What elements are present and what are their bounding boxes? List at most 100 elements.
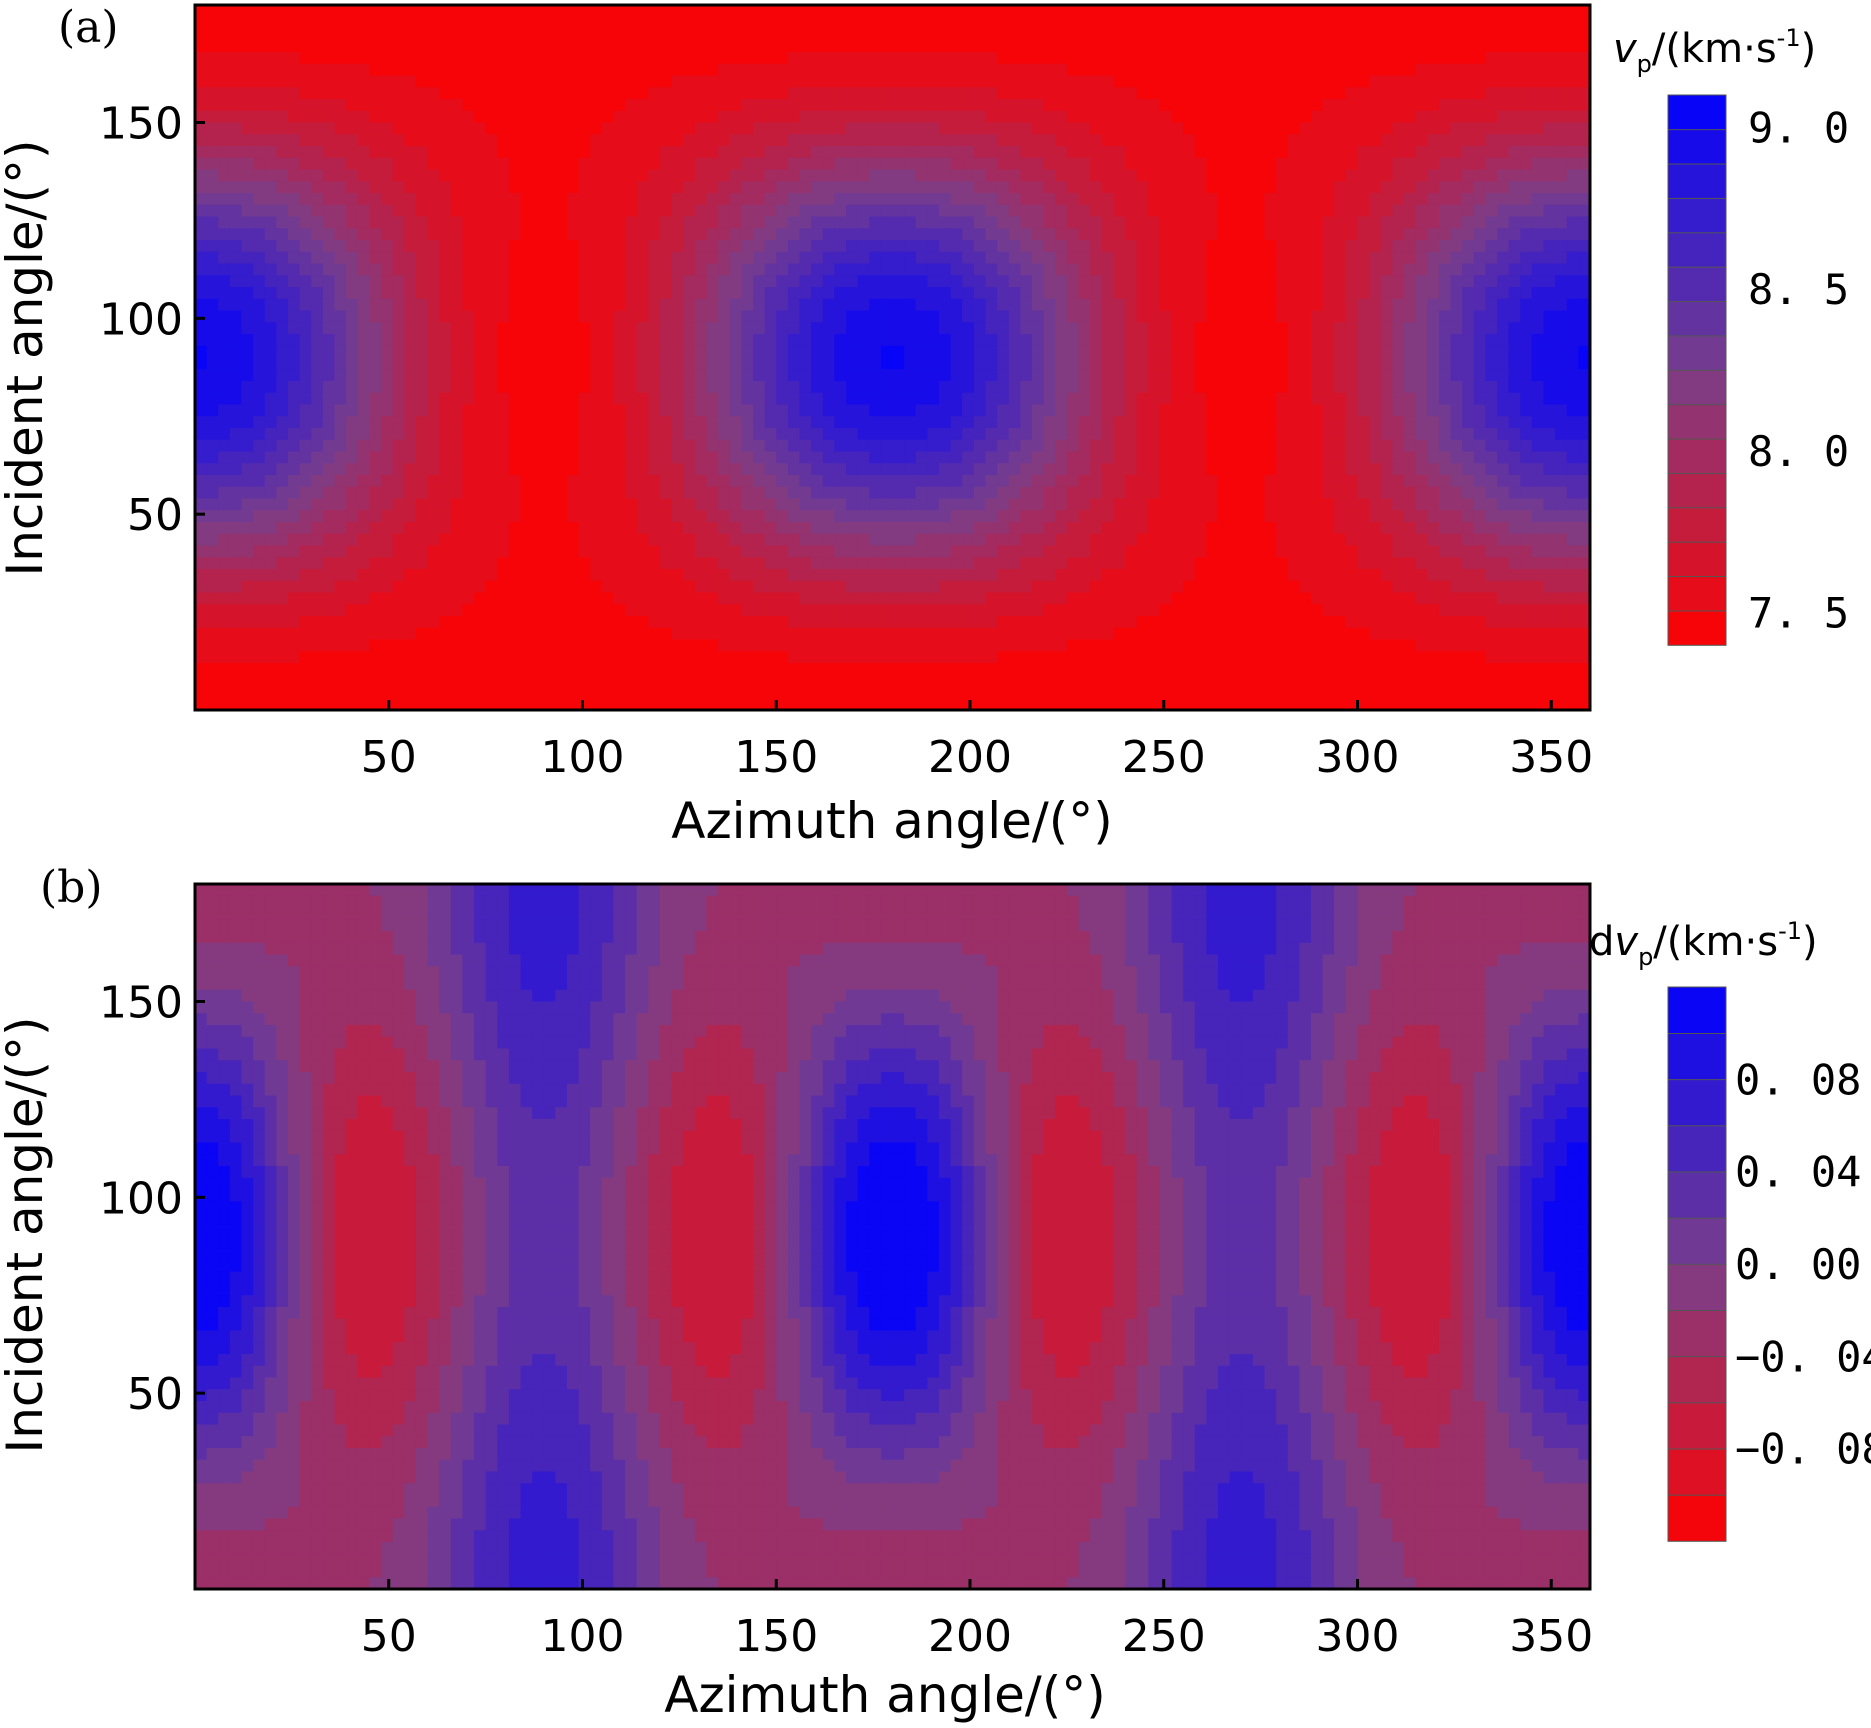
contour-cell <box>590 75 603 88</box>
contour-cell <box>1113 5 1126 18</box>
contour-cell <box>369 334 382 347</box>
contour-cell <box>450 428 463 441</box>
contour-cell <box>264 28 277 41</box>
contour-cell <box>1427 16 1440 30</box>
contour-cell <box>450 392 463 406</box>
contour-cell <box>985 99 998 112</box>
contour-cell <box>1183 334 1196 347</box>
contour-cell <box>578 63 591 77</box>
contour-cell <box>1485 369 1498 382</box>
contour-cell <box>567 28 580 41</box>
contour-cell <box>694 110 708 124</box>
contour-cell <box>1322 52 1335 65</box>
contour-cell <box>694 16 708 30</box>
contour-cell <box>1508 251 1521 265</box>
contour-cell <box>613 381 626 394</box>
contour-cell <box>892 251 905 265</box>
contour-cell <box>1427 110 1440 124</box>
contour-cell <box>718 63 731 77</box>
contour-cell <box>1520 322 1533 335</box>
contour-cell <box>997 263 1010 276</box>
contour-cell <box>729 122 742 135</box>
contour-cell <box>625 334 638 347</box>
contour-cell <box>276 16 289 30</box>
contour-cell <box>811 52 824 65</box>
contour-cell <box>532 240 545 253</box>
contour-cell <box>1334 216 1347 229</box>
contour-cell <box>578 416 591 429</box>
contour-cell <box>1543 416 1556 429</box>
contour-cell <box>1171 322 1184 335</box>
contour-cell <box>1194 5 1207 18</box>
contour-cell <box>787 322 801 335</box>
contour-cell <box>683 275 696 288</box>
contour-cell <box>1090 110 1103 124</box>
contour-cell <box>497 169 510 182</box>
contour-cell <box>1357 52 1370 65</box>
contour-cell <box>1345 157 1359 171</box>
contour-cell <box>1345 28 1359 41</box>
contour-cell <box>1218 381 1231 394</box>
contour-cell <box>195 298 208 312</box>
contour-cell <box>241 439 254 453</box>
contour-cell <box>474 298 487 312</box>
contour-cell <box>1008 134 1021 147</box>
contour-cell <box>311 475 324 488</box>
contour-cell <box>474 240 487 253</box>
contour-cell <box>636 216 649 229</box>
contour-cell <box>532 392 545 406</box>
contour-cell <box>415 204 429 218</box>
contour-cell <box>962 298 975 312</box>
contour-cell <box>462 381 475 394</box>
contour-cell <box>1183 216 1196 229</box>
contour-cell <box>1566 169 1579 182</box>
contour-cell <box>206 134 219 147</box>
contour-cell <box>590 251 603 265</box>
contour-cell <box>264 228 277 241</box>
contour-cell <box>1578 463 1591 476</box>
contour-cell <box>915 322 928 335</box>
contour-cell <box>997 416 1010 429</box>
contour-cell <box>613 110 626 124</box>
contour-cell <box>1462 275 1475 288</box>
contour-cell <box>1066 439 1080 453</box>
contour-cell <box>241 451 254 464</box>
contour-cell <box>1322 28 1335 41</box>
contour-cell <box>939 157 952 171</box>
contour-cell <box>753 99 766 112</box>
contour-cell <box>1194 298 1207 312</box>
contour-cell <box>427 439 440 453</box>
contour-cell <box>962 381 975 394</box>
contour-cell <box>648 439 661 453</box>
contour-cell <box>1357 240 1370 253</box>
contour-cell <box>1090 5 1103 18</box>
contour-cell <box>729 75 742 88</box>
contour-cell <box>636 475 649 488</box>
contour-cell <box>1241 345 1254 359</box>
contour-cell <box>683 169 696 182</box>
contour-cell <box>1357 40 1370 53</box>
contour-cell <box>1252 251 1266 265</box>
contour-cell <box>567 439 580 453</box>
contour-cell <box>218 298 231 312</box>
contour-cell <box>1020 99 1033 112</box>
contour-cell <box>1020 275 1033 288</box>
contour-cell <box>427 322 440 335</box>
contour-cell <box>776 381 789 394</box>
contour-cell <box>973 486 987 500</box>
contour-cell <box>1206 52 1219 65</box>
contour-cell <box>613 193 626 206</box>
contour-cell <box>241 157 254 171</box>
contour-cell <box>322 392 336 406</box>
contour-cell <box>1299 28 1312 41</box>
contour-cell <box>1415 416 1428 429</box>
contour-cell <box>683 369 696 382</box>
contour-cell <box>311 110 324 124</box>
contour-cell <box>555 322 568 335</box>
contour-cell <box>973 75 987 88</box>
contour-cell <box>357 475 370 488</box>
contour-cell <box>915 204 928 218</box>
contour-cell <box>1299 463 1312 476</box>
contour-cell <box>1345 369 1359 382</box>
contour-cell <box>195 193 208 206</box>
